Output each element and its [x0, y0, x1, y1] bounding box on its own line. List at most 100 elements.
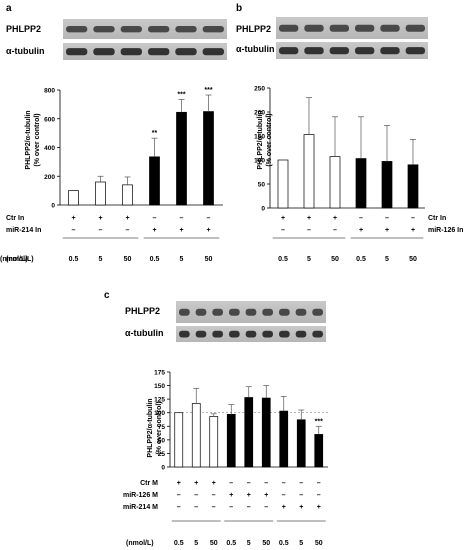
- category-label: 0.5: [279, 540, 289, 547]
- panel-b-blot-image: [276, 17, 428, 59]
- condition-mark: –: [385, 215, 389, 222]
- panel-c-ylabel-2: (% over control): [156, 401, 163, 454]
- panel-a-blot-label-bottom: α-tubulin: [6, 46, 45, 56]
- condition-mark: +: [299, 504, 303, 511]
- blot-band: [295, 308, 307, 316]
- unit-label: (nmol/L): [126, 540, 154, 547]
- condition-mark: –: [194, 504, 198, 511]
- blot-band: [195, 308, 207, 316]
- panel-b: b PHLPP2 α-tubulin PHLPP2/α-tubulin (% o…: [0, 3, 463, 263]
- blot-band: [380, 47, 400, 55]
- condition-mark: +: [212, 480, 216, 487]
- blot-band: [202, 26, 224, 33]
- blot-band: [120, 26, 142, 33]
- panel-c-blot-label-bottom: α-tubulin: [125, 328, 164, 338]
- category-label: 50: [205, 256, 213, 263]
- blot-band: [304, 47, 324, 55]
- panel-b-blot-label-bottom: α-tubulin: [236, 44, 275, 54]
- y-tick-label: 800: [44, 88, 55, 95]
- category-label: 5: [385, 256, 389, 263]
- condition-mark: –: [281, 227, 285, 234]
- panel-a: a PHLPP2 α-tubulin PHLPP2/α-tubulin (% o…: [6, 3, 227, 263]
- y-tick-label: 50: [258, 182, 266, 189]
- bar: [279, 410, 289, 468]
- condition-mark: +: [317, 504, 321, 511]
- condition-mark: +: [307, 215, 311, 222]
- condition-mark: –: [247, 504, 251, 511]
- panel-c-ylabel: PHLPP2/α-tubulin: [147, 398, 154, 457]
- panel-a-letter: a: [6, 3, 12, 14]
- y-tick-label: 75: [158, 424, 166, 431]
- panel-c: c PHLPP2 α-tubulin PHLPP2/α-tubulin (% o…: [104, 290, 328, 547]
- condition-row-label: miR-214 M: [123, 504, 158, 511]
- category-label: 50: [315, 540, 323, 547]
- panel-b-letter: b: [236, 3, 242, 14]
- y-tick-label: 200: [44, 174, 55, 181]
- blot-band: [405, 47, 425, 55]
- condition-mark: –: [229, 504, 233, 511]
- bar: [407, 164, 419, 209]
- blot-band: [175, 26, 197, 33]
- bar: [314, 434, 324, 468]
- significance-label: ***: [204, 87, 212, 94]
- condition-mark: –: [247, 480, 251, 487]
- condition-row-label: Ctr In: [428, 215, 446, 222]
- y-tick-label: 150: [254, 134, 265, 141]
- y-tick-label: 100: [154, 410, 165, 417]
- condition-row-label: miR-214 In: [6, 227, 41, 234]
- condition-mark: –: [212, 492, 216, 499]
- panel-a-ylabel: PHLPP2/α-tubulin: [25, 110, 32, 169]
- blot-band: [279, 24, 299, 32]
- category-label: 50: [124, 256, 132, 263]
- blot-band: [329, 47, 349, 55]
- y-tick-label: 400: [44, 145, 55, 152]
- bar: [303, 134, 315, 209]
- blot-band: [212, 330, 223, 338]
- category-label: 0.5: [150, 256, 160, 263]
- condition-mark: +: [177, 480, 181, 487]
- blot-band: [93, 48, 115, 56]
- category-label: 50: [331, 256, 339, 263]
- condition-mark: –: [282, 480, 286, 487]
- significance-label: **: [152, 130, 158, 137]
- condition-mark: –: [177, 492, 181, 499]
- blot-band: [229, 330, 240, 338]
- condition-mark: –: [212, 504, 216, 511]
- category-label: 50: [262, 540, 270, 547]
- condition-mark: +: [264, 492, 268, 499]
- bar: [261, 397, 271, 468]
- condition-mark: –: [72, 227, 76, 234]
- y-tick-label: 600: [44, 116, 55, 123]
- y-tick-label: 250: [254, 86, 265, 93]
- condition-mark: +: [411, 227, 415, 234]
- bar: [95, 181, 106, 206]
- blot-band: [405, 24, 425, 32]
- category-label: 5: [307, 256, 311, 263]
- condition-mark: –: [264, 480, 268, 487]
- condition-mark: –: [307, 227, 311, 234]
- blot-band: [148, 48, 170, 56]
- blot-band: [245, 308, 257, 316]
- category-label: 0.5: [278, 256, 288, 263]
- condition-mark: +: [152, 227, 156, 234]
- category-label: 50: [409, 256, 417, 263]
- y-tick-label: 25: [158, 451, 166, 458]
- panel-b-blot-label-top: PHLPP2: [236, 24, 271, 34]
- condition-mark: –: [99, 227, 103, 234]
- condition-mark: –: [359, 215, 363, 222]
- blot-band: [245, 330, 257, 338]
- blot-band: [312, 308, 323, 316]
- blot-band: [295, 330, 307, 338]
- condition-row-label: miR-126 In: [428, 227, 463, 234]
- condition-mark: +: [125, 215, 129, 222]
- bar: [296, 419, 306, 468]
- panel-b-ylabel-2: (% over control): [266, 113, 273, 166]
- condition-mark: –: [333, 227, 337, 234]
- y-tick-label: 0: [261, 206, 265, 213]
- bar: [244, 397, 254, 468]
- bar: [176, 111, 187, 206]
- bar: [226, 413, 236, 468]
- bar: [174, 412, 184, 468]
- blot-band: [66, 48, 88, 56]
